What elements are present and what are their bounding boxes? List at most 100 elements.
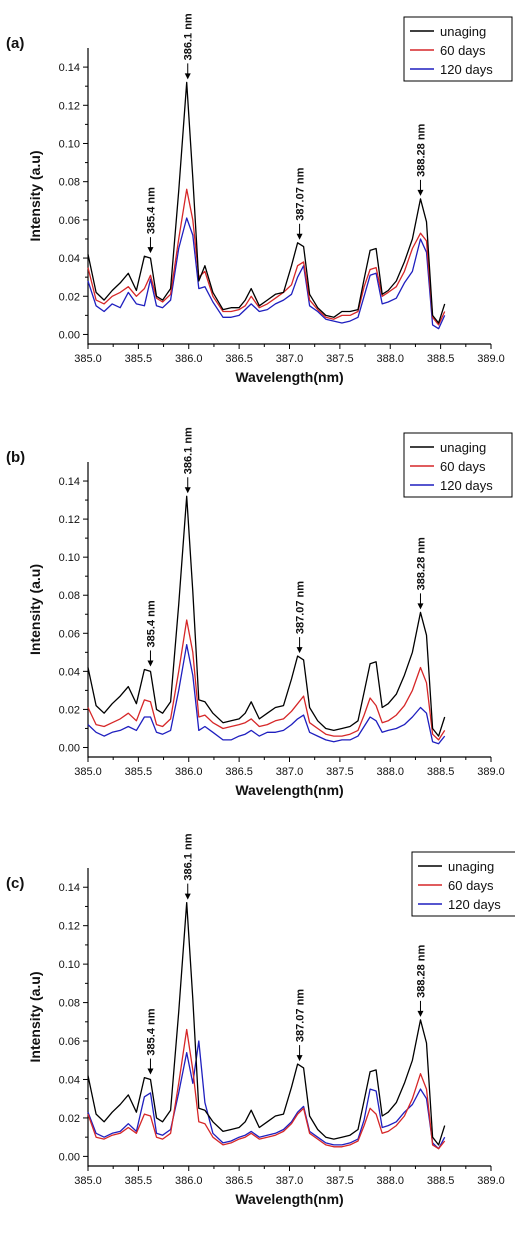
- series-line-120-days: [87, 644, 446, 745]
- y-tick-label: 0.00: [59, 742, 80, 754]
- y-tick-label: 0.04: [59, 666, 80, 678]
- y-tick-label: 0.10: [59, 552, 80, 564]
- x-tick-label: 385.5: [125, 766, 153, 778]
- legend-box: [403, 16, 513, 82]
- x-tick-label: 386.5: [225, 353, 253, 365]
- x-tick-label: 387.0: [276, 766, 304, 778]
- y-tick-label: 0.08: [59, 177, 80, 189]
- x-tick-label: 388.5: [427, 766, 455, 778]
- peak-annotation: 388.28 nm: [415, 537, 427, 590]
- annotation-arrow-head: [147, 247, 154, 254]
- legend-entry-label: 60 days: [440, 43, 486, 58]
- series-line-unaging: [87, 81, 446, 324]
- legend-entry-label: unaging: [440, 24, 486, 39]
- annotation-arrow-head: [417, 189, 424, 196]
- y-tick-label: 0.12: [59, 100, 80, 112]
- x-tick-label: 387.5: [326, 353, 354, 365]
- annotation-arrow-head: [296, 233, 303, 240]
- x-tick-label: 386.5: [225, 1175, 253, 1187]
- y-tick-label: 0.04: [59, 1074, 80, 1086]
- annotation-arrow-head: [147, 1068, 154, 1075]
- y-tick-label: 0.06: [59, 628, 80, 640]
- x-tick-label: 385.5: [125, 353, 153, 365]
- legend-entry-label: 60 days: [448, 878, 494, 893]
- legend-entry-label: unaging: [440, 440, 486, 455]
- x-tick-label: 386.5: [225, 766, 253, 778]
- y-tick-label: 0.04: [59, 253, 80, 265]
- x-tick-label: 386.0: [175, 1175, 203, 1187]
- peak-annotation: 385.4 nm: [145, 600, 157, 647]
- y-axis-title: Intensity (a.u): [27, 971, 43, 1062]
- peak-annotation: 385.4 nm: [145, 187, 157, 234]
- chart-panel-3: 385.0 385.5 386.0 386.5 387.0 387.5 388.0 388.5…: [6, 833, 515, 1207]
- y-tick-label: 0.02: [59, 291, 80, 303]
- peak-annotation: 388.28 nm: [415, 123, 427, 176]
- y-tick-label: 0.00: [59, 329, 80, 341]
- x-tick-label: 388.5: [427, 353, 455, 365]
- y-tick-label: 0.00: [59, 1151, 80, 1163]
- legend-entry-label: 60 days: [440, 459, 486, 474]
- panel-label: (b): [6, 449, 25, 466]
- peak-annotation: 386.1 nm: [183, 833, 195, 880]
- legend-box: [411, 851, 515, 917]
- x-tick-label: 387.0: [276, 353, 304, 365]
- y-tick-label: 0.08: [59, 998, 80, 1010]
- series-line-120-days: [87, 1040, 446, 1150]
- annotation-arrow-head: [417, 603, 424, 610]
- peak-annotation: 387.07 nm: [295, 581, 307, 634]
- y-tick-label: 0.06: [59, 1036, 80, 1048]
- peak-annotation: 386.1 nm: [183, 427, 195, 474]
- x-tick-label: 389.0: [477, 766, 505, 778]
- peak-annotation: 385.4 nm: [145, 1008, 157, 1055]
- x-axis-title: Wavelength(nm): [235, 782, 343, 798]
- y-tick-label: 0.14: [59, 476, 80, 488]
- y-tick-label: 0.06: [59, 215, 80, 227]
- peak-annotation: 388.28 nm: [415, 944, 427, 997]
- x-tick-label: 386.0: [175, 353, 203, 365]
- legend-entry-label: 120 days: [448, 897, 501, 912]
- annotation-arrow-head: [147, 660, 154, 667]
- x-tick-label: 388.5: [427, 1175, 455, 1187]
- x-axis-title: Wavelength(nm): [235, 369, 343, 385]
- x-tick-label: 389.0: [477, 353, 505, 365]
- peak-annotation: 386.1 nm: [183, 13, 195, 60]
- x-tick-label: 387.5: [326, 766, 354, 778]
- series-line-120-days: [87, 217, 446, 330]
- series-line-60-days: [87, 619, 446, 741]
- series-line-60-days: [87, 188, 446, 326]
- x-tick-label: 385.0: [74, 353, 102, 365]
- x-tick-label: 385.5: [125, 1175, 153, 1187]
- x-tick-label: 387.0: [276, 1175, 304, 1187]
- y-tick-label: 0.02: [59, 1113, 80, 1125]
- chart-panel-1: 385.0 385.5 386.0 386.5 387.0 387.5 388.0 388.5…: [6, 13, 513, 385]
- x-tick-label: 387.5: [326, 1175, 354, 1187]
- peak-annotation: 387.07 nm: [295, 989, 307, 1042]
- y-tick-label: 0.14: [59, 62, 80, 74]
- panel-label: (a): [6, 35, 24, 52]
- annotation-arrow-head: [296, 647, 303, 654]
- legend-entry-label: 120 days: [440, 478, 493, 493]
- y-tick-label: 0.14: [59, 882, 80, 894]
- y-axis-title: Intensity (a.u): [27, 564, 43, 655]
- x-tick-label: 388.0: [376, 353, 404, 365]
- x-tick-label: 389.0: [477, 1175, 505, 1187]
- panel-label: (c): [6, 875, 24, 892]
- annotation-arrow-head: [184, 893, 191, 900]
- y-tick-label: 0.12: [59, 514, 80, 526]
- x-tick-label: 386.0: [175, 766, 203, 778]
- peak-annotation: 387.07 nm: [295, 167, 307, 220]
- x-axis-title: Wavelength(nm): [235, 1191, 343, 1207]
- y-tick-label: 0.10: [59, 138, 80, 150]
- chart-panel-2: 385.0 385.5 386.0 386.5 387.0 387.5 388.0 388.5…: [6, 427, 513, 798]
- legend-box: [403, 432, 513, 498]
- series-line-unaging: [87, 495, 446, 737]
- y-tick-label: 0.08: [59, 590, 80, 602]
- y-axis-title: Intensity (a.u): [27, 150, 43, 241]
- y-tick-label: 0.02: [59, 704, 80, 716]
- legend-entry-label: unaging: [448, 859, 494, 874]
- annotation-arrow-head: [184, 487, 191, 494]
- x-tick-label: 388.0: [376, 766, 404, 778]
- y-tick-label: 0.12: [59, 921, 80, 933]
- annotation-arrow-head: [417, 1010, 424, 1017]
